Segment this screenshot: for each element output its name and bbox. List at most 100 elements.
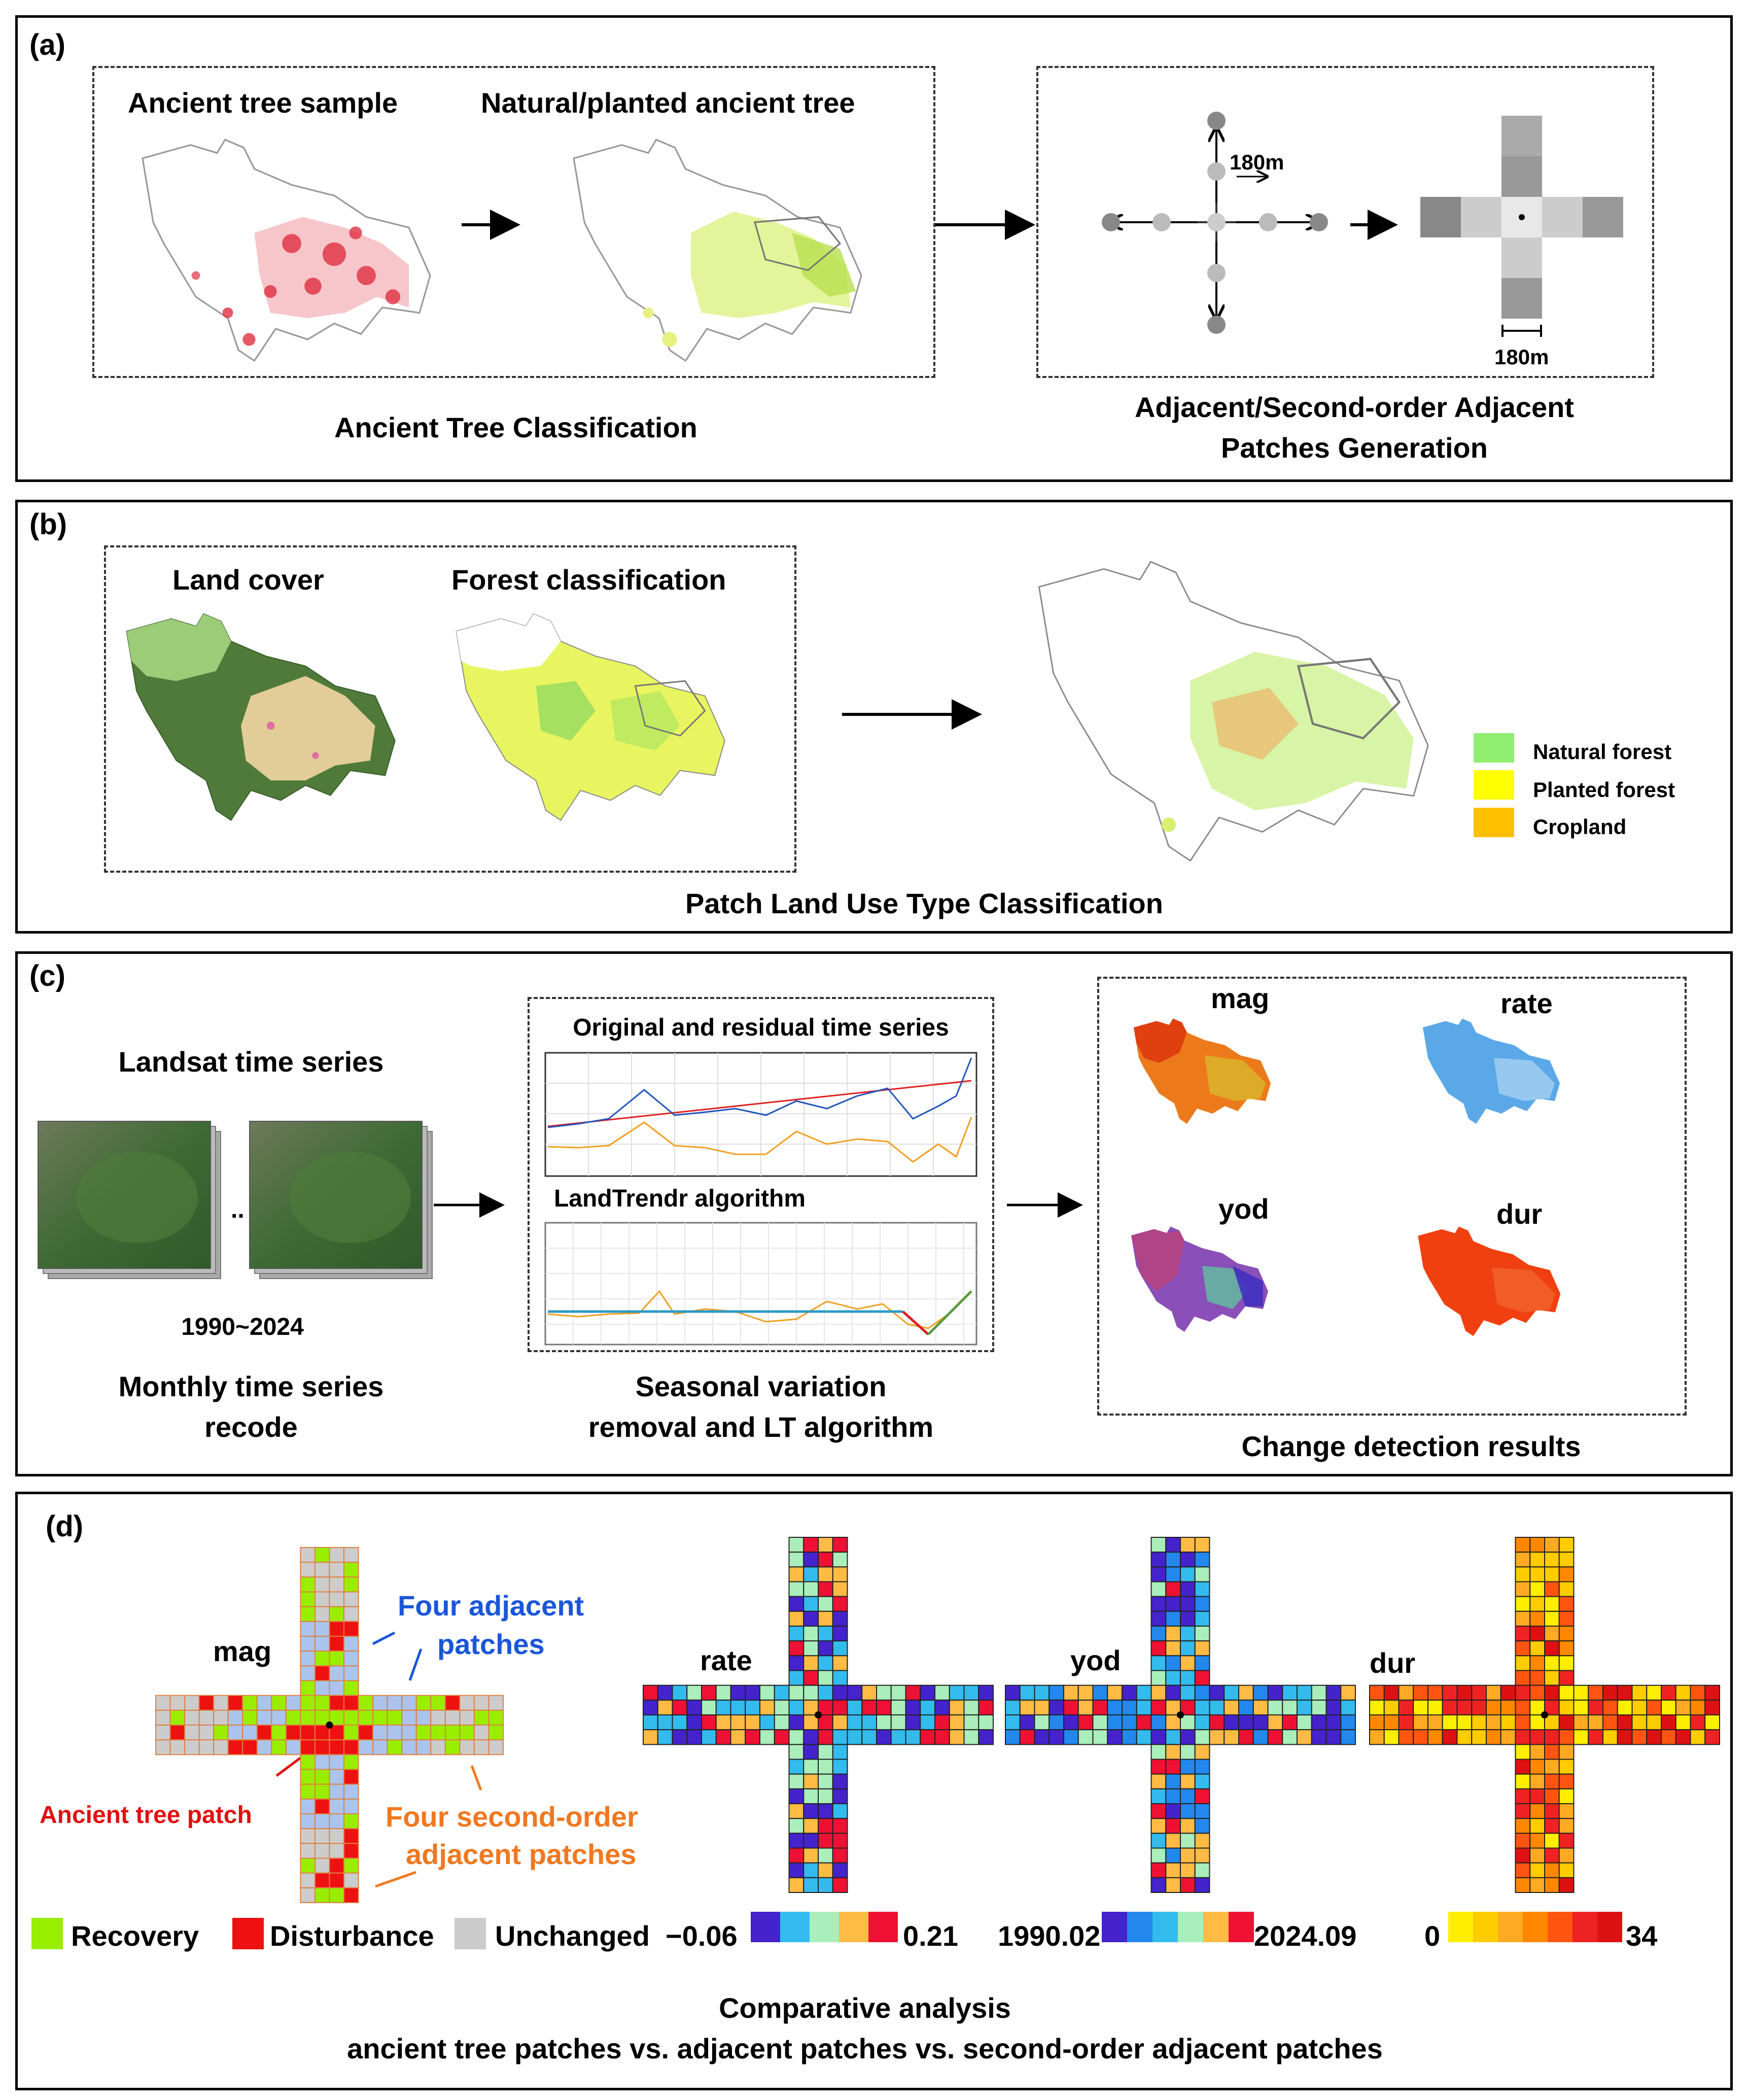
legend-cropland-swatch: [1474, 808, 1514, 837]
landcover-title: Land cover: [172, 564, 324, 596]
dur-color-ramp-step: [1597, 1912, 1622, 1942]
d-yod-label: yod: [1070, 1644, 1121, 1676]
trend-line: [547, 1080, 972, 1127]
adjacent-leader-1: [372, 1631, 396, 1645]
year-range: 1990~2024: [181, 1314, 304, 1340]
original-residual-chart: [544, 1052, 977, 1177]
seasonal-removed-series: [547, 1290, 972, 1329]
seasonal-line1: Seasonal variation: [635, 1370, 887, 1402]
distance-label-bottom: 180m: [1494, 345, 1549, 369]
legend-natural-forest-swatch: [1474, 733, 1514, 763]
legend-unchanged-label: Unchanged: [495, 1920, 650, 1952]
d-rate-label: rate: [700, 1644, 752, 1676]
yod-min-label: 1990.02: [998, 1920, 1101, 1952]
second-order-line2: adjacent patches: [406, 1838, 637, 1870]
landsat-stack-2: [249, 1121, 433, 1279]
ts-title: Original and residual time series: [573, 1014, 949, 1041]
panel-b-caption: Patch Land Use Type Classification: [685, 887, 1163, 919]
rate-max-label: 0.21: [903, 1920, 958, 1952]
rate-color-ramp-step: [780, 1912, 810, 1942]
patches-box: [1036, 66, 1654, 378]
d-dur-label: dur: [1370, 1647, 1416, 1679]
classification-caption: Ancient Tree Classification: [334, 411, 697, 443]
landtrendr-chart: [544, 1222, 977, 1346]
landsat-stack-1: [38, 1121, 221, 1279]
rate-color-ramp-step: [751, 1912, 780, 1942]
results-caption: Change detection results: [1241, 1430, 1581, 1462]
dur-color-ramp-step: [1448, 1912, 1473, 1942]
legend-planted-forest-label: Planted forest: [1533, 778, 1675, 802]
four-adjacent-line1: Four adjacent: [398, 1590, 584, 1622]
dur-color-ramp-step: [1523, 1912, 1548, 1942]
map-label-dur: dur: [1496, 1198, 1543, 1230]
yod-max-label: 2024.09: [1254, 1920, 1357, 1952]
lt-title: LandTrendr algorithm: [553, 1185, 806, 1212]
lt-recovery-segment: [927, 1290, 972, 1335]
dur-patch-grid: [1369, 1537, 1720, 1893]
dur-color-ramp-step: [1548, 1912, 1572, 1942]
landsat-title: Landsat time series: [118, 1046, 384, 1078]
ancient-patch-label: Ancient tree patch: [40, 1802, 252, 1829]
yod-color-ramp-step: [1102, 1912, 1127, 1942]
legend-disturbance-label: Disturbance: [270, 1920, 434, 1952]
d-caption-line2: ancient tree patches vs. adjacent patche…: [347, 2033, 1383, 2064]
mag-patch-grid: [155, 1547, 504, 1903]
panel-a-label: (a): [29, 28, 65, 61]
yod-result-map: [1131, 1226, 1268, 1332]
yod-color-ramp-step: [1127, 1912, 1152, 1942]
panel-d-label: (d): [46, 1510, 84, 1543]
legend-recovery-swatch: [31, 1918, 63, 1949]
landuse-result-map: [1038, 561, 1429, 862]
d-caption-line1: Comparative analysis: [719, 1992, 1011, 2024]
dur-color-ramp-step: [1498, 1912, 1523, 1942]
legend-planted-forest-swatch: [1474, 770, 1514, 800]
original-series: [547, 1057, 972, 1128]
rate-min-label: −0.06: [666, 1920, 738, 1952]
second-order-leader-1: [470, 1765, 482, 1791]
recode-line1: Monthly time series: [118, 1370, 384, 1402]
dur-color-ramp-step: [1473, 1912, 1498, 1942]
recode-line2: recode: [204, 1411, 298, 1443]
legend-disturbance-swatch: [232, 1918, 264, 1949]
landcover-map: [126, 613, 396, 821]
patches-caption-line2: Patches Generation: [1221, 432, 1488, 464]
ellipsis-dots: ..: [231, 1196, 244, 1223]
results-box: [1097, 977, 1687, 1416]
mag-result-map: [1134, 1018, 1271, 1124]
rate-color-ramp-step: [839, 1912, 868, 1942]
forest-classification-map: [456, 613, 725, 821]
adjacency-patch-cross: [1420, 116, 1623, 337]
sample-map: [142, 139, 431, 362]
ts-box: [528, 997, 994, 1352]
legend-natural-forest-label: Natural forest: [1533, 740, 1672, 764]
yod-color-ramp-step: [1203, 1912, 1229, 1942]
rate-patch-grid: [643, 1537, 994, 1893]
adjacency-node-diagram: [1102, 112, 1328, 334]
yod-color-ramp-step: [1178, 1912, 1203, 1942]
yod-color-ramp-step: [1152, 1912, 1178, 1942]
rate-color-ramp-step: [810, 1912, 839, 1942]
dur-color-ramp-step: [1572, 1912, 1597, 1942]
map-label-mag: mag: [1211, 982, 1270, 1014]
adjacent-leader-2: [408, 1648, 423, 1681]
yod-patch-grid: [1005, 1537, 1356, 1893]
seasonal-line2: removal and LT algorithm: [588, 1411, 934, 1443]
residual-series: [547, 1117, 972, 1163]
rate-color-ramp-step: [868, 1912, 898, 1942]
panel-c-label: (c): [29, 959, 65, 992]
d-mag-label: mag: [213, 1635, 272, 1667]
natural-map: [573, 139, 862, 362]
map-label-rate: rate: [1500, 987, 1553, 1019]
legend-recovery-label: Recovery: [71, 1920, 199, 1952]
yod-color-ramp-step: [1229, 1912, 1254, 1942]
natural-title: Natural/planted ancient tree: [481, 87, 855, 119]
distance-label-top: 180m: [1230, 150, 1284, 174]
map-label-yod: yod: [1218, 1193, 1269, 1225]
landcover-box: [104, 545, 796, 873]
rate-result-map: [1423, 1018, 1560, 1124]
second-order-leader-2: [375, 1871, 416, 1888]
forest-title: Forest classification: [451, 564, 726, 596]
dur-min-label: 0: [1424, 1920, 1441, 1952]
